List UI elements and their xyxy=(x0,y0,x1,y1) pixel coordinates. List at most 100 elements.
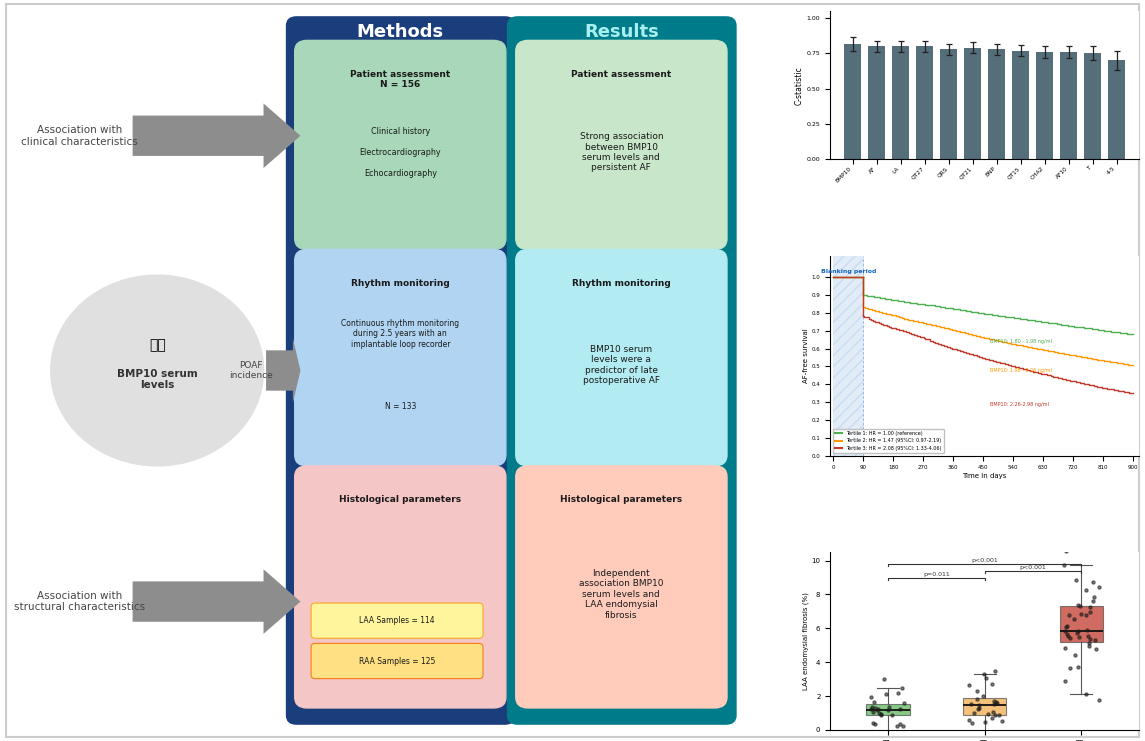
Point xyxy=(889,687,907,699)
Point xyxy=(1090,581,1108,593)
Text: BMP10: 2.26-2.98 ng/ml: BMP10: 2.26-2.98 ng/ml xyxy=(989,402,1049,407)
FancyBboxPatch shape xyxy=(294,466,506,708)
Bar xyxy=(892,47,909,159)
Point xyxy=(989,709,1008,721)
Point xyxy=(960,679,978,691)
FancyArrow shape xyxy=(133,569,300,634)
Point xyxy=(968,685,986,697)
Y-axis label: LAA endomysial fibrosis (%): LAA endomysial fibrosis (%) xyxy=(803,592,808,690)
Tertile 2: HR = 1.47 (95%CI: 0.97-2.19): (900, 0.506): HR = 1.47 (95%CI: 0.97-2.19): (900, 0.50… xyxy=(1126,361,1139,370)
Tertile 2: HR = 1.47 (95%CI: 0.97-2.19): (899, 0.506): HR = 1.47 (95%CI: 0.97-2.19): (899, 0.50… xyxy=(1126,361,1139,370)
Tertile 1: HR = 1.00 (reference): (900, 0.68): HR = 1.00 (reference): (900, 0.68) xyxy=(1126,330,1139,339)
Point xyxy=(895,697,914,709)
Point xyxy=(872,708,891,720)
Text: BMP10: 1.80 - 1.98 ng/ml: BMP10: 1.80 - 1.98 ng/ml xyxy=(989,339,1051,344)
Point xyxy=(974,668,993,679)
Point xyxy=(868,705,886,717)
Point xyxy=(993,715,1011,727)
Point xyxy=(1081,634,1099,645)
Point xyxy=(1084,576,1103,588)
Point xyxy=(866,717,884,729)
Point xyxy=(1057,619,1075,631)
Point xyxy=(1085,591,1104,603)
Tertile 1: HR = 1.00 (reference): (545, 0.771): HR = 1.00 (reference): (545, 0.771) xyxy=(1008,313,1021,322)
Y-axis label: AF-free survival: AF-free survival xyxy=(803,328,808,383)
Point xyxy=(1056,559,1074,571)
Tertile 2: HR = 1.47 (95%CI: 0.97-2.19): (431, 0.672): HR = 1.47 (95%CI: 0.97-2.19): (431, 0.67… xyxy=(970,331,984,340)
Point xyxy=(1068,661,1087,673)
Tertile 2: HR = 1.47 (95%CI: 0.97-2.19): (297, 0.733): HR = 1.47 (95%CI: 0.97-2.19): (297, 0.73… xyxy=(925,320,939,329)
Bar xyxy=(868,47,885,159)
Point xyxy=(970,702,988,714)
Text: RAA Samples = 125: RAA Samples = 125 xyxy=(358,657,435,665)
Point xyxy=(960,714,978,726)
Point xyxy=(977,672,995,684)
Point xyxy=(1080,640,1098,652)
Text: p<0.001: p<0.001 xyxy=(1020,565,1047,570)
FancyBboxPatch shape xyxy=(311,643,483,679)
Text: Association with
clinical characteristics: Association with clinical characteristic… xyxy=(21,125,137,147)
Text: Continuous rhythm monitoring
during 2.5 years with an
implantable loop recorder
: Continuous rhythm monitoring during 2.5 … xyxy=(341,319,459,411)
Point xyxy=(970,699,988,711)
Point xyxy=(974,691,993,702)
Tertile 3: HR = 2.08 (95%CI: 1.33-4.06): (899, 0.35): HR = 2.08 (95%CI: 1.33-4.06): (899, 0.35… xyxy=(1126,389,1139,398)
Point xyxy=(1056,642,1074,654)
Text: BMP10 serum
levels were a
predictor of late
postoperative AF: BMP10 serum levels were a predictor of l… xyxy=(583,345,660,385)
Point xyxy=(969,703,987,715)
Point xyxy=(867,726,885,738)
Text: Results: Results xyxy=(584,22,658,41)
Point xyxy=(883,709,901,721)
FancyBboxPatch shape xyxy=(515,466,727,708)
Point xyxy=(893,682,911,694)
PathPatch shape xyxy=(963,698,1006,715)
Text: POAF
incidence: POAF incidence xyxy=(229,361,274,380)
Point xyxy=(1066,574,1084,586)
Text: p<0.001: p<0.001 xyxy=(971,558,998,563)
Point xyxy=(881,701,899,713)
Point xyxy=(864,717,883,728)
Point xyxy=(1057,621,1075,633)
X-axis label: Time in days: Time in days xyxy=(963,473,1006,479)
Point xyxy=(1056,675,1074,687)
Text: Histological parameters: Histological parameters xyxy=(339,495,461,504)
Text: Rhythm monitoring: Rhythm monitoring xyxy=(352,279,450,288)
Y-axis label: C-statistic: C-statistic xyxy=(795,66,804,104)
Point xyxy=(1072,608,1090,620)
Point xyxy=(985,698,1003,710)
Point xyxy=(984,706,1002,718)
Point xyxy=(962,698,980,710)
Point xyxy=(864,706,883,718)
Point xyxy=(877,688,895,700)
Tertile 3: HR = 2.08 (95%CI: 1.33-4.06): (770, 0.399): HR = 2.08 (95%CI: 1.33-4.06): (770, 0.39… xyxy=(1082,380,1096,389)
Point xyxy=(1079,630,1097,642)
Text: Strong association
between BMP10
serum levels and
persistent AF: Strong association between BMP10 serum l… xyxy=(579,132,663,173)
Tertile 1: HR = 1.00 (reference): (329, 0.831): HR = 1.00 (reference): (329, 0.831) xyxy=(937,303,950,312)
Point xyxy=(869,707,887,719)
FancyBboxPatch shape xyxy=(294,250,506,466)
Text: BMP10 serum
levels: BMP10 serum levels xyxy=(117,368,198,390)
Tertile 3: HR = 2.08 (95%CI: 1.33-4.06): (784, 0.391): HR = 2.08 (95%CI: 1.33-4.06): (784, 0.39… xyxy=(1088,382,1101,391)
Point xyxy=(1087,643,1105,655)
Bar xyxy=(1036,52,1053,159)
Point xyxy=(1068,599,1087,611)
Point xyxy=(1065,614,1083,625)
Point xyxy=(864,697,883,708)
Tertile 1: HR = 1.00 (reference): (90, 0.9): HR = 1.00 (reference): (90, 0.9) xyxy=(856,290,870,299)
Text: Independent
association BMP10
serum levels and
LAA endomysial
fibrosis: Independent association BMP10 serum leve… xyxy=(579,569,664,619)
Tertile 1: HR = 1.00 (reference): (257, 0.851): HR = 1.00 (reference): (257, 0.851) xyxy=(911,299,925,308)
Point xyxy=(875,674,893,685)
Bar xyxy=(844,44,861,159)
Point xyxy=(986,709,1004,721)
Point xyxy=(1069,631,1088,643)
Tertile 2: HR = 1.47 (95%CI: 0.97-2.19): (647, 0.586): HR = 1.47 (95%CI: 0.97-2.19): (647, 0.58… xyxy=(1042,347,1056,356)
Point xyxy=(866,702,884,714)
Point xyxy=(878,704,897,716)
Bar xyxy=(916,47,933,159)
FancyArrow shape xyxy=(266,338,300,403)
FancyBboxPatch shape xyxy=(286,17,515,724)
Legend: Tertile 1: HR = 1.00 (reference), Tertile 2: HR = 1.47 (95%CI: 0.97-2.19), Terti: Tertile 1: HR = 1.00 (reference), Tertil… xyxy=(832,428,943,453)
Text: p=0.011: p=0.011 xyxy=(923,571,949,576)
Point xyxy=(982,713,1001,725)
FancyArrow shape xyxy=(133,104,300,168)
Point xyxy=(1071,599,1089,611)
